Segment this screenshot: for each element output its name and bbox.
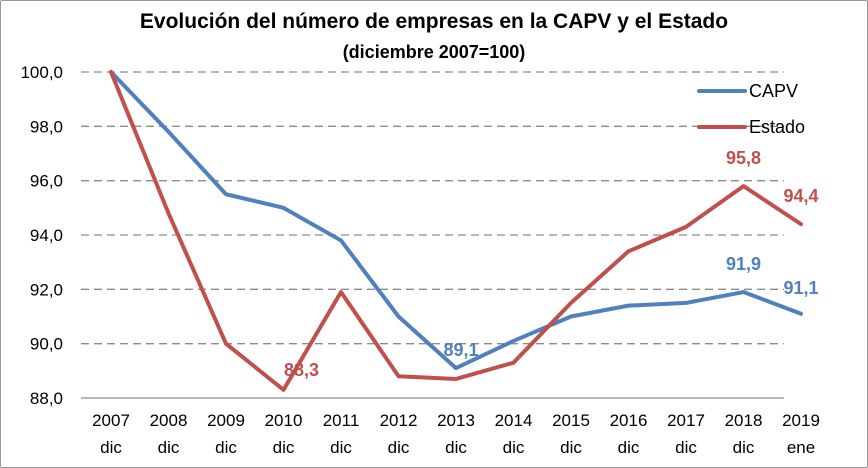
- legend-label-capv: CAPV: [749, 81, 798, 101]
- x-tick-label-year: 2009: [207, 411, 245, 430]
- x-tick-label-year: 2014: [495, 411, 533, 430]
- x-tick-label-year: 2019: [782, 411, 820, 430]
- y-tick-label: 98,0: [30, 117, 63, 136]
- data-label-estado: 88,3: [284, 360, 319, 380]
- x-tick-label-month: ene: [787, 438, 815, 457]
- y-tick-label: 96,0: [30, 172, 63, 191]
- data-label-capv: 91,9: [726, 254, 761, 274]
- x-tick-label-year: 2011: [323, 411, 360, 430]
- series-line-capv: [109, 70, 803, 371]
- y-tick-label: 88,0: [30, 389, 63, 408]
- data-label-capv: 89,1: [443, 340, 478, 360]
- series-lines: [109, 70, 803, 392]
- data-label-estado: 94,4: [783, 186, 818, 206]
- x-tick-label-year: 2016: [610, 411, 648, 430]
- x-tick-label-year: 2008: [150, 411, 188, 430]
- x-tick-label-month: dic: [445, 438, 467, 457]
- x-tick-label-year: 2017: [667, 411, 705, 430]
- x-tick-label-year: 2010: [265, 411, 303, 430]
- x-tick-label-month: dic: [503, 438, 525, 457]
- gridlines: [81, 71, 784, 345]
- y-tick-label: 90,0: [30, 335, 63, 354]
- chart-title: Evolución del número de empresas en la C…: [140, 10, 728, 33]
- x-tick-label-month: dic: [215, 438, 237, 457]
- legend: CAPV Estado: [697, 81, 805, 137]
- legend-label-estado: Estado: [749, 117, 805, 137]
- x-tick-label-year: 2012: [380, 411, 418, 430]
- x-tick-label-month: dic: [618, 438, 640, 457]
- data-labels: 89,1 91,9 91,1 88,3 95,8 94,4: [284, 148, 819, 380]
- y-tick-label: 100,0: [20, 63, 63, 82]
- x-tick-label-year: 2015: [552, 411, 590, 430]
- x-tick-label-month: dic: [100, 438, 122, 457]
- x-tick-label-month: dic: [388, 438, 410, 457]
- data-label-estado: 95,8: [726, 148, 761, 168]
- chart-subtitle: (diciembre 2007=100): [343, 42, 526, 62]
- x-tick-label-year: 2013: [437, 411, 475, 430]
- x-tick-label-month: dic: [560, 438, 582, 457]
- data-label-capv: 91,1: [783, 278, 818, 298]
- x-tick-label-month: dic: [330, 438, 352, 457]
- x-tick-label-year: 2018: [725, 411, 763, 430]
- series-line-estado: [109, 70, 803, 392]
- x-tick-label-month: dic: [733, 438, 755, 457]
- x-tick-label-year: 2007: [92, 411, 130, 430]
- axes: 88,0 90,0 92,0 94,0 96,0 98,0 100,0 2007 dic 2008…: [20, 63, 819, 457]
- y-tick-label: 94,0: [30, 226, 63, 245]
- y-tick-label: 92,0: [30, 280, 63, 299]
- x-tick-label-month: dic: [273, 438, 295, 457]
- x-tick-label-month: dic: [158, 438, 180, 457]
- x-tick-label-month: dic: [675, 438, 697, 457]
